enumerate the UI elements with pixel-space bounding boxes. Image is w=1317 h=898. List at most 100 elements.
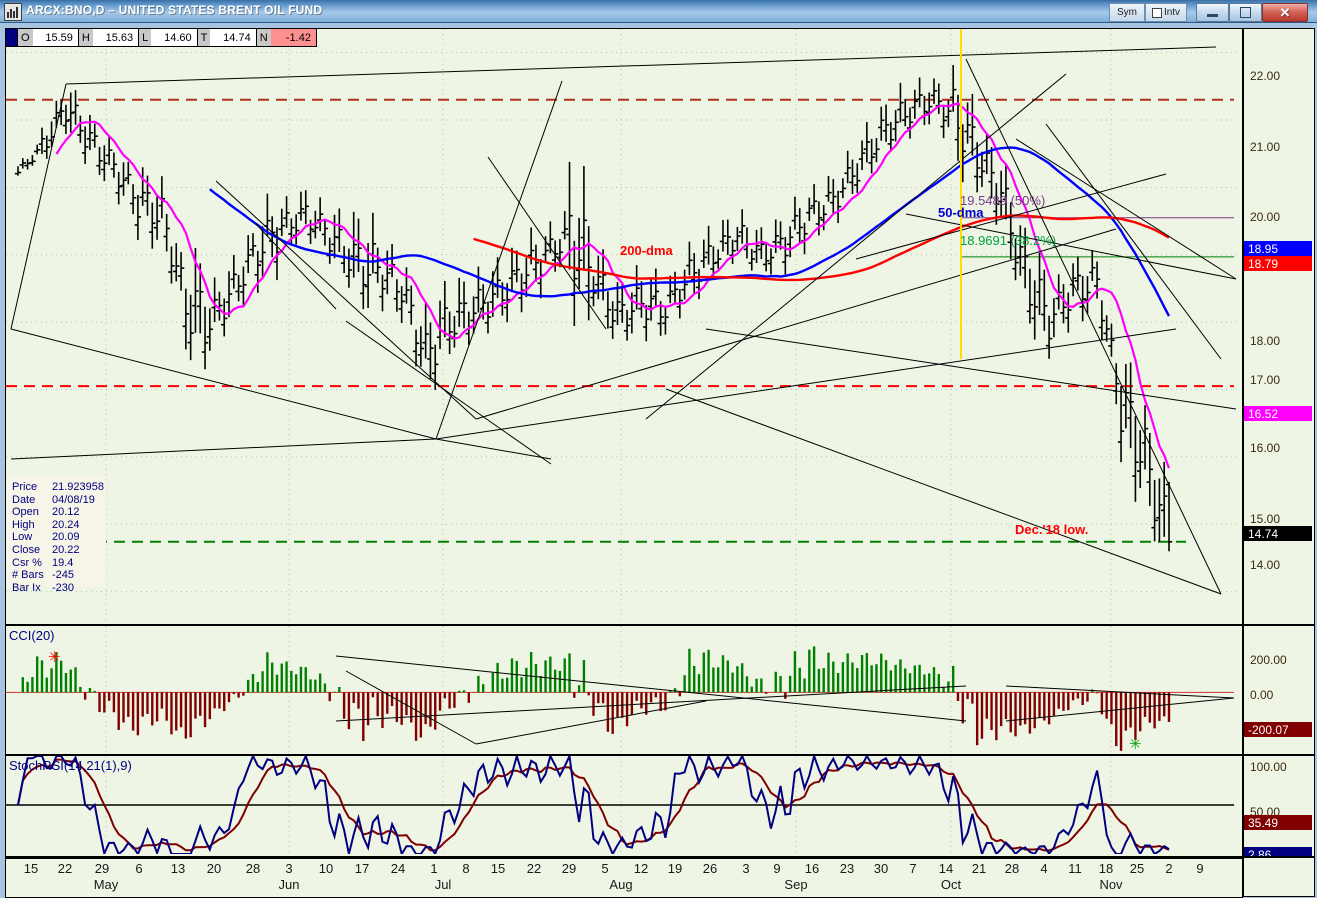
info-row: Close 20.22 xyxy=(12,544,106,557)
date-axis-day: 25 xyxy=(1129,861,1145,876)
date-axis-month: Jul xyxy=(434,877,452,892)
info-value: 20.12 xyxy=(52,506,80,519)
date-axis-month: Sep xyxy=(784,877,808,892)
date-axis-month: Nov xyxy=(1099,877,1123,892)
low-label: L xyxy=(138,29,152,46)
last-label: T xyxy=(196,29,211,46)
annotation-fib-382: 18.9691 (38.2%) xyxy=(960,233,1057,248)
high-label: H xyxy=(77,29,93,46)
date-axis-day: 22 xyxy=(57,861,73,876)
annotation-fib-50: 19.5489 (50%) xyxy=(960,193,1046,208)
price-tick: 15.00 xyxy=(1250,512,1281,526)
cursor-info-box: Price 21.923958 Date 04/08/19 Open 20.12 Hi… xyxy=(6,477,106,594)
info-key: Date xyxy=(12,493,36,506)
date-axis-day: 10 xyxy=(318,861,334,876)
stochrsi-chart-canvas[interactable] xyxy=(6,756,1240,854)
net-value: -1.42 xyxy=(270,29,316,46)
info-row: Price 21.923958 xyxy=(12,481,106,494)
open-label: O xyxy=(17,29,33,46)
info-value: 21.923958 xyxy=(52,481,104,493)
price-tick: 14.00 xyxy=(1250,558,1281,572)
date-axis-day: 28 xyxy=(1004,861,1020,876)
info-row: High 20.24 xyxy=(12,519,106,532)
price-axis[interactable]: 22.00 21.00 20.00 18.00 17.00 16.00 15.0… xyxy=(1243,28,1315,625)
intv-checkbox[interactable] xyxy=(1151,7,1162,18)
price-tick: 18.00 xyxy=(1250,334,1281,348)
date-axis-day: 7 xyxy=(909,861,917,876)
annotation-50dma: 50-dma xyxy=(938,205,984,220)
net-label: N xyxy=(255,29,271,46)
date-axis-day: 8 xyxy=(462,861,470,876)
sym-button[interactable]: Sym xyxy=(1109,3,1145,22)
low-value: 14.60 xyxy=(151,29,197,46)
price-chart-canvas[interactable] xyxy=(6,29,1240,622)
high-value: 15.63 xyxy=(92,29,139,46)
intv-button[interactable]: Intv xyxy=(1145,3,1187,22)
date-axis-day: 29 xyxy=(561,861,577,876)
date-axis-month: Oct xyxy=(940,877,962,892)
stoch-tag-d: 35.49 xyxy=(1244,815,1312,830)
date-axis-day: 2 xyxy=(1165,861,1173,876)
date-axis-day: 15 xyxy=(490,861,506,876)
stochrsi-chart-pane[interactable] xyxy=(5,755,1243,857)
last-value: 14.74 xyxy=(210,29,256,46)
price-tick: 16.00 xyxy=(1250,441,1281,455)
sym-button-label: Sym xyxy=(1117,7,1137,18)
chart-app-icon-glyph xyxy=(7,7,18,18)
info-key: # Bars xyxy=(12,569,44,582)
cci-chart-canvas[interactable] xyxy=(6,626,1240,752)
ohlc-quote-strip: O 15.59 H 15.63 L 14.60 T 14.74 N -1.42 xyxy=(5,28,317,47)
date-axis-day: 20 xyxy=(206,861,222,876)
date-axis-day: 13 xyxy=(170,861,186,876)
price-tick: 20.00 xyxy=(1250,210,1281,224)
price-tick: 22.00 xyxy=(1250,69,1281,83)
price-tag-fast-ma: 16.52 xyxy=(1244,406,1312,421)
window-title: ARCX:BNO,D – UNITED STATES BRENT OIL FUN… xyxy=(26,3,323,17)
date-axis-day: 5 xyxy=(601,861,609,876)
stochrsi-axis[interactable]: 100.00 50.00 35.49 2.86 xyxy=(1243,755,1315,857)
minimize-icon xyxy=(1207,14,1218,17)
date-axis-day: 3 xyxy=(285,861,293,876)
date-axis[interactable]: 15 22 29 6 13 20 28 3 10 17 24 1 8 15 22 29 5 12 19 26 3 9 16 2… xyxy=(5,857,1243,898)
title-bar: ARCX:BNO,D – UNITED STATES BRENT OIL FUN… xyxy=(0,0,1317,23)
info-value: 20.22 xyxy=(52,543,80,556)
stoch-tick: 100.00 xyxy=(1250,760,1287,774)
date-axis-day: 11 xyxy=(1068,861,1082,876)
cci-pane-label: CCI(20) xyxy=(9,628,55,643)
info-value: -245 xyxy=(52,569,75,582)
date-axis-day: 29 xyxy=(94,861,110,876)
cci-tick: 0.00 xyxy=(1250,688,1274,702)
cci-tick: 200.00 xyxy=(1250,653,1287,667)
close-button[interactable]: ✕ xyxy=(1262,3,1308,22)
minimize-button[interactable] xyxy=(1196,3,1229,22)
date-axis-day: 12 xyxy=(633,861,649,876)
date-axis-day: 26 xyxy=(702,861,718,876)
intv-button-label: Intv xyxy=(1163,7,1181,18)
info-value: 20.24 xyxy=(52,518,80,531)
date-axis-day: 24 xyxy=(390,861,406,876)
info-value: -230 xyxy=(52,581,75,594)
price-tag-ma50: 18.95 xyxy=(1244,241,1312,256)
date-axis-day: 28 xyxy=(245,861,261,876)
date-axis-day: 16 xyxy=(804,861,820,876)
cci-marker-green-star: ✳ xyxy=(1129,736,1142,753)
date-axis-day: 14 xyxy=(938,861,954,876)
date-axis-month: Jun xyxy=(278,877,300,892)
date-axis-month: May xyxy=(93,877,119,892)
info-key: High xyxy=(12,518,35,531)
price-chart-pane[interactable] xyxy=(5,28,1243,625)
close-icon: ✕ xyxy=(1279,5,1291,20)
info-key: Bar Ix xyxy=(12,581,41,594)
cci-chart-pane[interactable] xyxy=(5,625,1243,755)
cci-axis[interactable]: 200.00 0.00 -200.07 xyxy=(1243,625,1315,755)
info-row: Bar Ix -230 xyxy=(12,582,106,595)
info-value: 04/08/19 xyxy=(52,493,95,506)
date-axis-day: 1 xyxy=(430,861,438,876)
info-row: Open 20.12 xyxy=(12,506,106,519)
cci-marker-red-star: ✳ xyxy=(48,649,61,666)
info-key: Open xyxy=(12,506,39,519)
info-key: Price xyxy=(12,481,38,493)
maximize-button[interactable] xyxy=(1229,3,1262,22)
date-axis-day: 21 xyxy=(971,861,987,876)
